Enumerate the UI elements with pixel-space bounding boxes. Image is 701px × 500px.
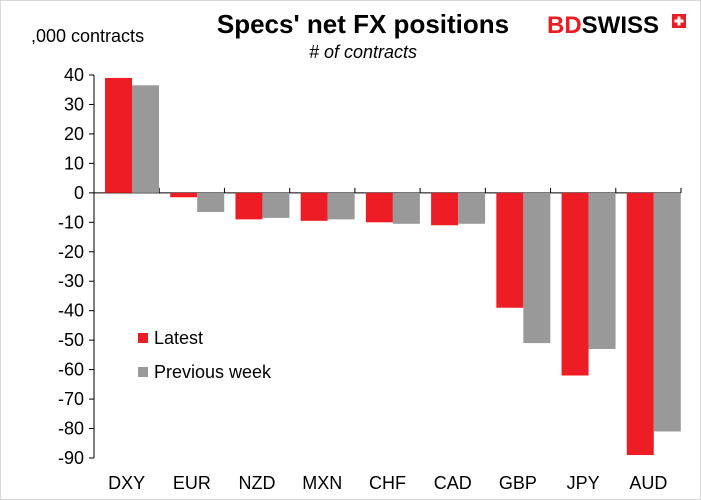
bar-jpy-previous-week bbox=[588, 192, 616, 349]
y-tick-label: -60 bbox=[58, 360, 84, 380]
bar-aud-previous-week bbox=[653, 192, 681, 432]
y-axis-unit-label: ,000 contracts bbox=[31, 26, 144, 46]
y-tick-label: 40 bbox=[64, 65, 84, 85]
swiss-cross-icon bbox=[672, 14, 686, 28]
y-tick-label: -30 bbox=[58, 271, 84, 291]
y-tick-label: -40 bbox=[58, 301, 84, 321]
y-tick-label: -90 bbox=[58, 448, 84, 468]
x-tick-label: CAD bbox=[434, 473, 472, 493]
bar-nzd-previous-week bbox=[262, 192, 290, 218]
x-tick-label: CHF bbox=[369, 473, 406, 493]
chart-subtitle: # of contracts bbox=[309, 42, 417, 62]
y-tick-label: -80 bbox=[58, 419, 84, 439]
bar-gbp-previous-week bbox=[523, 192, 551, 344]
bar-dxy-latest bbox=[105, 77, 132, 193]
y-tick-label: -70 bbox=[58, 389, 84, 409]
legend-label: Latest bbox=[154, 328, 203, 348]
legend-swatch bbox=[138, 367, 148, 377]
chart-title: Specs' net FX positions bbox=[217, 9, 509, 39]
x-tick-label: DXY bbox=[108, 473, 145, 493]
brand-logo-part1: BD bbox=[547, 12, 582, 39]
brand-logo-part2: SWISS bbox=[582, 12, 659, 39]
bar-cad-latest bbox=[431, 192, 459, 226]
bar-eur-previous-week bbox=[197, 192, 225, 212]
legend-swatch bbox=[138, 333, 148, 343]
svg-text:BDSWISS: BDSWISS bbox=[547, 12, 659, 39]
bar-nzd-latest bbox=[235, 192, 263, 220]
x-tick-label: GBP bbox=[499, 473, 537, 493]
bar-chf-previous-week bbox=[392, 192, 420, 224]
x-tick-label: EUR bbox=[173, 473, 211, 493]
bar-aud-latest bbox=[626, 192, 654, 456]
y-tick-label: 20 bbox=[64, 124, 84, 144]
bar-jpy-latest bbox=[561, 192, 589, 376]
legend: Latest Previous week bbox=[138, 328, 272, 382]
x-tick-label: JPY bbox=[567, 473, 600, 493]
bar-gbp-latest bbox=[496, 192, 524, 308]
x-tick-label: AUD bbox=[629, 473, 667, 493]
x-tick-label: MXN bbox=[302, 473, 342, 493]
legend-label: Previous week bbox=[154, 362, 272, 382]
y-tick-label: -10 bbox=[58, 212, 84, 232]
y-tick-label: 30 bbox=[64, 94, 84, 114]
axes: 40 30 20 10 0 -10 -20 -30 -40 -50 -60 -70 -80 -90 DXY E… bbox=[58, 65, 682, 493]
bar-chf-latest bbox=[365, 192, 393, 223]
bar-mxn-latest bbox=[300, 192, 328, 221]
bars bbox=[105, 77, 681, 456]
y-tick-label: 10 bbox=[64, 153, 84, 173]
brand-logo: BDSWISS bbox=[547, 12, 686, 39]
bar-cad-previous-week bbox=[458, 192, 486, 224]
bar-eur-latest bbox=[170, 192, 198, 198]
y-tick-label: -50 bbox=[58, 330, 84, 350]
y-tick-label: -20 bbox=[58, 242, 84, 262]
y-tick-label: 0 bbox=[74, 183, 84, 203]
x-tick-label: NZD bbox=[239, 473, 276, 493]
bar-mxn-previous-week bbox=[327, 192, 355, 220]
bar-dxy-previous-week bbox=[132, 85, 159, 193]
